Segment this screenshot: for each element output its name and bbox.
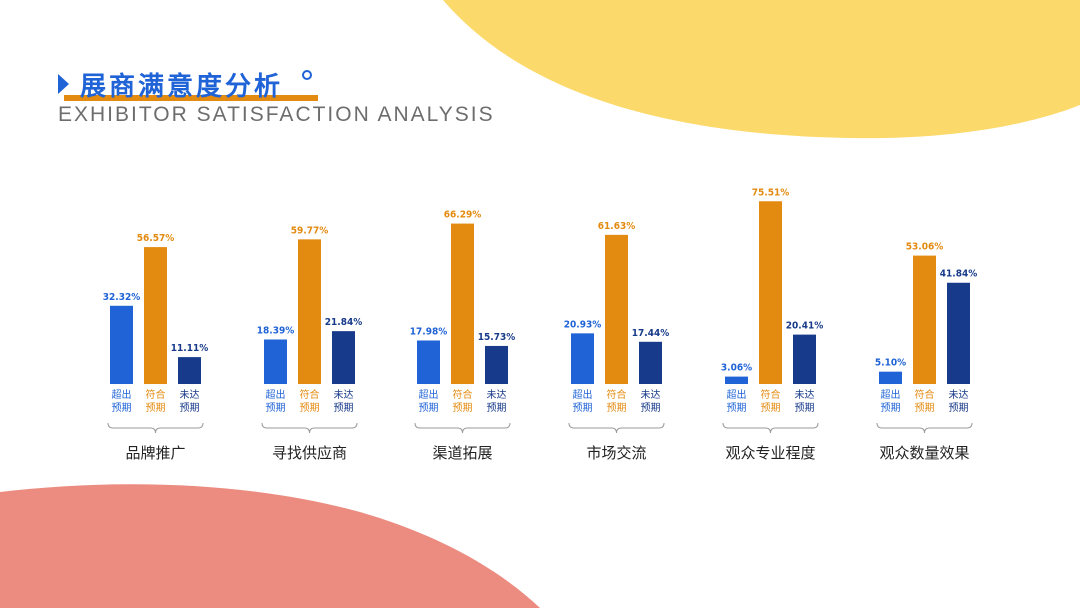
- series-tick-label: 预期: [607, 402, 627, 414]
- data-label: 75.51%: [752, 187, 789, 198]
- data-label: 17.44%: [632, 328, 669, 339]
- series-tick-label: 超出: [727, 388, 747, 401]
- bar: [451, 223, 474, 384]
- page-subtitle: EXHIBITOR SATISFACTION ANALYSIS: [58, 103, 495, 126]
- series-tick-label: 预期: [915, 402, 935, 414]
- category-label: 品牌推广: [125, 444, 185, 462]
- data-label: 66.29%: [444, 210, 481, 221]
- series-tick-label: 预期: [761, 402, 781, 414]
- series-tick-label: 预期: [949, 402, 969, 414]
- category-label: 渠道拓展: [432, 444, 492, 462]
- data-label: 5.10%: [875, 358, 906, 369]
- data-label: 59.77%: [291, 225, 328, 236]
- page-title: 展商满意度分析: [80, 72, 284, 102]
- group-brace: [261, 422, 358, 434]
- series-tick-label: 超出: [881, 388, 901, 401]
- category-label: 观众数量效果: [879, 444, 969, 462]
- series-tick-label: 超出: [112, 388, 132, 401]
- category-label: 市场交流: [586, 444, 646, 462]
- category-label: 寻找供应商: [272, 444, 347, 462]
- bar: [879, 371, 902, 384]
- series-tick-label: 超出: [419, 388, 439, 401]
- bar: [110, 305, 133, 384]
- circle-icon: [302, 70, 312, 80]
- data-label: 53.06%: [906, 242, 943, 253]
- bar: [298, 239, 321, 384]
- series-tick-label: 预期: [146, 402, 166, 414]
- series-tick-label: 符合: [761, 388, 781, 401]
- bar: [639, 341, 662, 384]
- series-tick-label: 预期: [795, 402, 815, 414]
- triangle-icon: [58, 74, 69, 94]
- data-label: 41.84%: [940, 269, 977, 280]
- bar: [947, 282, 970, 384]
- series-tick-label: 未达: [487, 389, 507, 401]
- group-brace: [107, 422, 204, 434]
- series-tick-label: 预期: [419, 402, 439, 414]
- bar: [571, 333, 594, 384]
- data-label: 15.73%: [478, 332, 515, 343]
- series-tick-label: 预期: [727, 402, 747, 414]
- data-label: 18.39%: [257, 325, 294, 336]
- yellow-blob: [443, 0, 1080, 139]
- series-tick-label: 未达: [641, 389, 661, 401]
- series-tick-label: 符合: [146, 388, 166, 401]
- bar: [264, 339, 287, 384]
- series-tick-label: 预期: [641, 402, 661, 414]
- data-label: 21.84%: [325, 317, 362, 328]
- bar: [725, 376, 748, 384]
- series-tick-label: 超出: [266, 388, 286, 401]
- series-tick-label: 预期: [334, 402, 354, 414]
- series-tick-label: 预期: [487, 402, 507, 414]
- series-tick-label: 未达: [334, 389, 354, 401]
- group-brace: [876, 422, 973, 434]
- bar: [178, 357, 201, 384]
- salmon-blob: [0, 484, 540, 608]
- series-tick-label: 符合: [607, 388, 627, 401]
- data-label: 20.93%: [564, 319, 601, 330]
- series-tick-label: 预期: [573, 402, 593, 414]
- series-tick-label: 预期: [112, 402, 132, 414]
- data-label: 56.57%: [137, 233, 174, 244]
- bar: [417, 340, 440, 384]
- bar: [485, 345, 508, 384]
- bar: [144, 247, 167, 384]
- data-label: 20.41%: [786, 321, 823, 332]
- series-tick-label: 预期: [180, 402, 200, 414]
- series-tick-label: 符合: [915, 388, 935, 401]
- data-label: 3.06%: [721, 363, 752, 374]
- data-label: 17.98%: [410, 326, 447, 337]
- data-label: 61.63%: [598, 221, 635, 232]
- bar: [605, 234, 628, 384]
- bar: [332, 331, 355, 384]
- group-brace: [568, 422, 665, 434]
- bar: [793, 334, 816, 384]
- data-label: 11.11%: [171, 343, 208, 354]
- series-tick-label: 未达: [949, 389, 969, 401]
- series-tick-label: 符合: [453, 388, 473, 401]
- series-tick-label: 预期: [266, 402, 286, 414]
- series-tick-label: 预期: [300, 402, 320, 414]
- bar: [759, 201, 782, 384]
- series-tick-label: 预期: [881, 402, 901, 414]
- series-tick-label: 预期: [453, 402, 473, 414]
- series-tick-label: 超出: [573, 388, 593, 401]
- series-tick-label: 未达: [795, 389, 815, 401]
- title-underline: [64, 95, 318, 101]
- group-brace: [722, 422, 819, 434]
- series-tick-label: 未达: [180, 389, 200, 401]
- series-tick-label: 符合: [300, 388, 320, 401]
- data-label: 32.32%: [103, 292, 140, 303]
- group-brace: [414, 422, 511, 434]
- category-label: 观众专业程度: [725, 444, 815, 462]
- bar: [913, 255, 936, 384]
